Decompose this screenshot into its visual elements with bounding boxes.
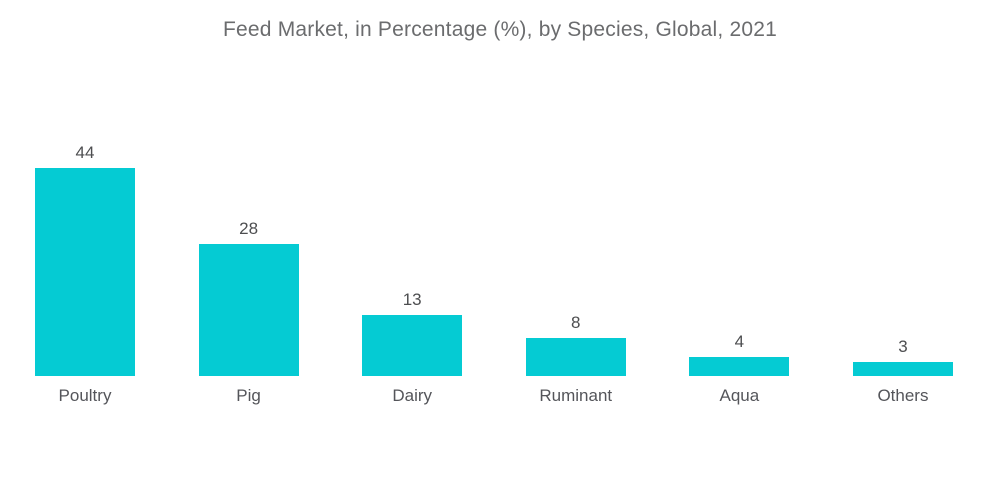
bar-value-label: 8 (571, 313, 581, 332)
bar (35, 168, 135, 376)
bar-value-label: 28 (239, 219, 259, 238)
bar-stack: 13 (362, 0, 463, 376)
bar-category-label: Pig (236, 386, 261, 405)
bar-stack: 8 (525, 0, 626, 376)
bar (525, 338, 626, 376)
bar-value-label: 3 (898, 337, 908, 356)
plot-area: 44 Poultry 28 Pig 13 Dairy 8 Ruminant 4 Aqua 3 Othe… (35, 0, 953, 440)
bar-category-label: Poultry (58, 386, 112, 405)
bar-stack: 4 (689, 0, 790, 376)
bar-stack: 28 (198, 0, 299, 376)
bar-column: 44 Poultry (35, 0, 135, 404)
bar-category-label: Others (877, 386, 929, 405)
bar-column: 8 Ruminant (525, 0, 626, 405)
chart-title: Feed Market, in Percentage (%), by Speci… (223, 18, 777, 41)
bar-stack: 44 (35, 0, 135, 376)
bar-category-label: Ruminant (539, 386, 613, 405)
bar-column: 28 Pig (198, 0, 299, 405)
bar (362, 315, 463, 376)
bar-category-label: Dairy (392, 386, 433, 405)
bar (852, 362, 953, 376)
bar (689, 357, 790, 376)
bar-column: 13 Dairy (362, 0, 463, 405)
bar-value-label: 13 (402, 290, 422, 309)
bar-column: 3 Others (852, 0, 953, 405)
bar (198, 244, 299, 376)
bar-value-label: 4 (734, 332, 745, 351)
bar-column: 4 Aqua (689, 0, 790, 405)
bar-stack: 3 (852, 0, 953, 376)
bar-category-label: Aqua (719, 386, 760, 405)
bar-value-label: 44 (75, 143, 95, 162)
